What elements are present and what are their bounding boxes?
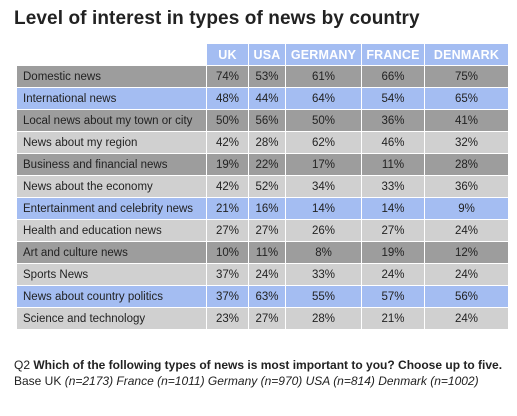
base-label: Base UK	[14, 374, 62, 388]
table-cell: 33%	[361, 175, 425, 198]
table-cell: 28%	[285, 307, 362, 330]
table-cell: 16%	[248, 197, 286, 220]
table-cell: 66%	[361, 65, 425, 88]
row-label: Science and technology	[16, 307, 207, 330]
header-blank-cell	[16, 43, 207, 66]
table-cell: 28%	[248, 131, 286, 154]
table-row: Local news about my town or city 50% 56%…	[16, 109, 509, 132]
table-cell: 23%	[206, 307, 249, 330]
question-number: Q2	[14, 358, 31, 372]
table-cell: 24%	[424, 263, 509, 286]
row-label: Art and culture news	[16, 241, 207, 264]
table-row: Science and technology 23% 27% 28% 21% 2…	[16, 307, 509, 330]
table-cell: 27%	[361, 219, 425, 242]
row-label: News about country politics	[16, 285, 207, 308]
table-cell: 21%	[206, 197, 249, 220]
table-cell: 24%	[424, 307, 509, 330]
table-row: News about my region 42% 28% 62% 46% 32%	[16, 131, 509, 154]
news-interest-table: UK USA GERMANY FRANCE DENMARK Domestic n…	[16, 43, 509, 330]
table-row: Entertainment and celebrity news 21% 16%…	[16, 197, 509, 220]
table-row: Business and financial news 19% 22% 17% …	[16, 153, 509, 176]
table-cell: 9%	[424, 197, 509, 220]
footnote: Q2 Which of the following types of news …	[14, 357, 510, 389]
table-row: Art and culture news 10% 11% 8% 19% 12%	[16, 241, 509, 264]
base-other-samples: France (n=1011) Germany (n=970) USA (n=8…	[116, 374, 479, 388]
table-cell: 37%	[206, 263, 249, 286]
row-label: Business and financial news	[16, 153, 207, 176]
table-row: News about country politics 37% 63% 55% …	[16, 285, 509, 308]
table-cell: 50%	[285, 109, 362, 132]
table-cell: 61%	[285, 65, 362, 88]
table-cell: 36%	[361, 109, 425, 132]
column-header-usa: USA	[248, 43, 286, 66]
table-cell: 28%	[424, 153, 509, 176]
table-cell: 21%	[361, 307, 425, 330]
table-cell: 42%	[206, 175, 249, 198]
table-row: News about the economy 42% 52% 34% 33% 3…	[16, 175, 509, 198]
table-cell: 24%	[248, 263, 286, 286]
row-label: International news	[16, 87, 207, 110]
row-label: Domestic news	[16, 65, 207, 88]
table-cell: 75%	[424, 65, 509, 88]
table-row: Sports News 37% 24% 33% 24% 24%	[16, 263, 509, 286]
table-cell: 54%	[361, 87, 425, 110]
table-cell: 48%	[206, 87, 249, 110]
column-header-uk: UK	[206, 43, 249, 66]
table-cell: 27%	[248, 307, 286, 330]
table-cell: 37%	[206, 285, 249, 308]
table-cell: 56%	[424, 285, 509, 308]
table-cell: 14%	[285, 197, 362, 220]
table-cell: 34%	[285, 175, 362, 198]
table-cell: 24%	[361, 263, 425, 286]
table-cell: 17%	[285, 153, 362, 176]
table-row: International news 48% 44% 64% 54% 65%	[16, 87, 509, 110]
table-cell: 22%	[248, 153, 286, 176]
table-cell: 10%	[206, 241, 249, 264]
table-cell: 46%	[361, 131, 425, 154]
table-cell: 62%	[285, 131, 362, 154]
row-label: Entertainment and celebrity news	[16, 197, 207, 220]
table-cell: 19%	[206, 153, 249, 176]
table-cell: 11%	[361, 153, 425, 176]
table-cell: 57%	[361, 285, 425, 308]
table-cell: 53%	[248, 65, 286, 88]
table-cell: 36%	[424, 175, 509, 198]
table-cell: 19%	[361, 241, 425, 264]
table-cell: 42%	[206, 131, 249, 154]
table-cell: 26%	[285, 219, 362, 242]
table-header-row: UK USA GERMANY FRANCE DENMARK	[16, 43, 509, 66]
table-cell: 27%	[206, 219, 249, 242]
table-cell: 24%	[424, 219, 509, 242]
table-cell: 74%	[206, 65, 249, 88]
table-cell: 44%	[248, 87, 286, 110]
table-cell: 55%	[285, 285, 362, 308]
table-cell: 65%	[424, 87, 509, 110]
table-row: Domestic news 74% 53% 61% 66% 75%	[16, 65, 509, 88]
table-cell: 41%	[424, 109, 509, 132]
column-header-france: FRANCE	[361, 43, 425, 66]
page-title: Level of interest in types of news by co…	[14, 8, 420, 29]
base-uk-sample: (n=2173)	[64, 374, 114, 388]
table-cell: 56%	[248, 109, 286, 132]
table-cell: 14%	[361, 197, 425, 220]
table-cell: 8%	[285, 241, 362, 264]
table-cell: 50%	[206, 109, 249, 132]
column-header-denmark: DENMARK	[424, 43, 509, 66]
row-label: News about my region	[16, 131, 207, 154]
table-cell: 52%	[248, 175, 286, 198]
column-header-germany: GERMANY	[285, 43, 362, 66]
table-cell: 11%	[248, 241, 286, 264]
table-cell: 63%	[248, 285, 286, 308]
row-label: Local news about my town or city	[16, 109, 207, 132]
table-cell: 27%	[248, 219, 286, 242]
table-cell: 12%	[424, 241, 509, 264]
question-text: Which of the following types of news is …	[33, 358, 503, 372]
row-label: Health and education news	[16, 219, 207, 242]
row-label: Sports News	[16, 263, 207, 286]
table-row: Health and education news 27% 27% 26% 27…	[16, 219, 509, 242]
table-cell: 33%	[285, 263, 362, 286]
table-cell: 32%	[424, 131, 509, 154]
row-label: News about the economy	[16, 175, 207, 198]
table-cell: 64%	[285, 87, 362, 110]
